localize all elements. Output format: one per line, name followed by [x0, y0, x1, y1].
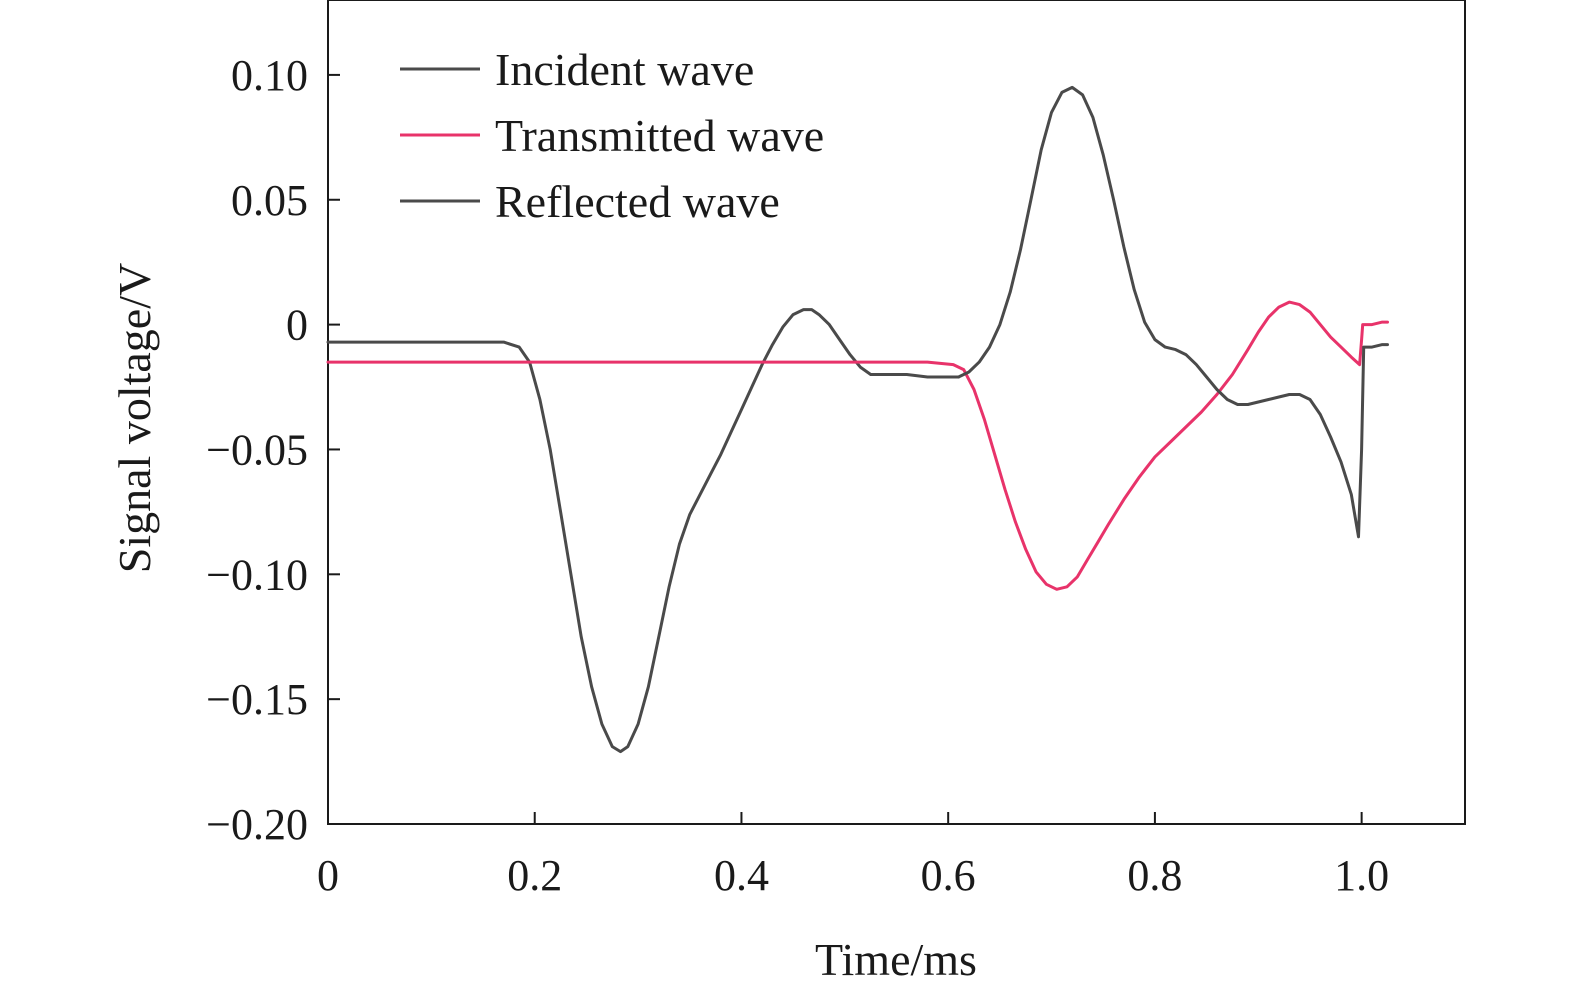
x-axis-title: Time/ms	[815, 934, 977, 985]
y-tick-label: 0	[286, 301, 308, 350]
legend-label-reflected-wave: Reflected wave	[495, 176, 780, 227]
x-tick-label: 0.6	[921, 851, 976, 900]
legend-label-incident-wave: Incident wave	[495, 44, 754, 95]
incident-wave-line	[326, 308, 960, 754]
x-tick-label: 1.0	[1334, 851, 1389, 900]
y-tick-label: −0.05	[206, 425, 308, 474]
x-tick-label: 0.8	[1127, 851, 1182, 900]
y-tick-label: −0.20	[206, 800, 308, 849]
x-tick-label: 0.4	[714, 851, 769, 900]
y-tick-label: −0.10	[206, 550, 308, 599]
transmitted-wave-line	[326, 300, 1389, 591]
series-lines	[326, 85, 1389, 754]
y-axis: 0.10 0.05 0 −0.05 −0.10 −0.15 −0.20	[206, 51, 340, 849]
y-tick-label: 0.05	[231, 176, 308, 225]
x-tick-label: 0	[317, 851, 339, 900]
y-axis-title: Signal voltage/V	[109, 263, 160, 573]
legend: Incident wave Transmitted wave Reflected w…	[400, 44, 824, 227]
y-tick-label: −0.15	[206, 675, 308, 724]
x-tick-label: 0.2	[507, 851, 562, 900]
x-axis: 0 0.2 0.4 0.6 0.8 1.0	[317, 812, 1389, 900]
y-tick-label: 0.10	[231, 51, 308, 100]
plot-area-frame	[327, 0, 1466, 825]
legend-label-transmitted-wave: Transmitted wave	[495, 110, 824, 161]
reflected-wave-line	[957, 85, 1389, 539]
